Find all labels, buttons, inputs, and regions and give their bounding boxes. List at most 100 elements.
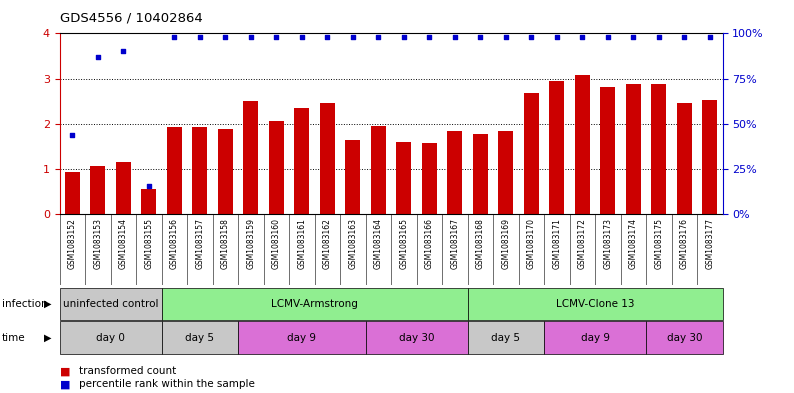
Text: GSM1083166: GSM1083166 bbox=[425, 218, 434, 269]
Bar bbox=[468, 321, 544, 354]
Bar bbox=[575, 75, 590, 214]
Point bbox=[270, 33, 283, 40]
Bar bbox=[600, 87, 615, 214]
Point bbox=[168, 33, 181, 40]
Bar bbox=[320, 103, 335, 214]
Point bbox=[525, 33, 538, 40]
Bar bbox=[626, 84, 641, 214]
Text: time: time bbox=[2, 332, 25, 343]
Point bbox=[91, 54, 104, 61]
Text: GSM1083162: GSM1083162 bbox=[323, 218, 332, 268]
Point bbox=[117, 48, 129, 55]
Bar bbox=[167, 127, 182, 214]
Text: day 9: day 9 bbox=[580, 332, 610, 343]
Point bbox=[245, 33, 257, 40]
Bar bbox=[544, 321, 646, 354]
Bar bbox=[468, 288, 723, 320]
Point bbox=[372, 33, 384, 40]
Text: ■: ■ bbox=[60, 366, 74, 376]
Point bbox=[449, 33, 461, 40]
Bar bbox=[447, 130, 462, 214]
Point bbox=[321, 33, 333, 40]
Text: GSM1083168: GSM1083168 bbox=[476, 218, 485, 268]
Text: GSM1083175: GSM1083175 bbox=[654, 218, 663, 269]
Point bbox=[550, 33, 563, 40]
Point bbox=[66, 132, 79, 138]
Point bbox=[398, 33, 410, 40]
Point bbox=[423, 33, 436, 40]
Bar bbox=[161, 288, 468, 320]
Bar bbox=[371, 126, 386, 214]
Text: GSM1083157: GSM1083157 bbox=[195, 218, 204, 269]
Bar bbox=[702, 100, 718, 214]
Point bbox=[142, 183, 155, 189]
Text: GSM1083170: GSM1083170 bbox=[526, 218, 536, 269]
Text: GSM1083160: GSM1083160 bbox=[272, 218, 281, 269]
Text: GSM1083153: GSM1083153 bbox=[94, 218, 102, 269]
Text: day 9: day 9 bbox=[287, 332, 316, 343]
Text: day 30: day 30 bbox=[399, 332, 434, 343]
Bar bbox=[524, 93, 539, 214]
Bar bbox=[472, 134, 488, 214]
Bar bbox=[238, 321, 365, 354]
Text: GSM1083169: GSM1083169 bbox=[501, 218, 511, 269]
Bar bbox=[268, 121, 284, 214]
Text: GSM1083165: GSM1083165 bbox=[399, 218, 408, 269]
Text: LCMV-Armstrong: LCMV-Armstrong bbox=[271, 299, 358, 309]
Point bbox=[499, 33, 512, 40]
Text: GSM1083163: GSM1083163 bbox=[349, 218, 357, 269]
Bar bbox=[161, 321, 238, 354]
Point bbox=[219, 33, 232, 40]
Text: GSM1083173: GSM1083173 bbox=[603, 218, 612, 269]
Bar bbox=[365, 321, 468, 354]
Text: GSM1083167: GSM1083167 bbox=[450, 218, 459, 269]
Bar bbox=[60, 321, 161, 354]
Text: day 30: day 30 bbox=[666, 332, 702, 343]
Bar bbox=[676, 103, 692, 214]
Text: GSM1083174: GSM1083174 bbox=[629, 218, 638, 269]
Text: LCMV-Clone 13: LCMV-Clone 13 bbox=[556, 299, 634, 309]
Bar bbox=[651, 84, 666, 214]
Bar bbox=[141, 189, 156, 214]
Point bbox=[194, 33, 206, 40]
Point bbox=[653, 33, 665, 40]
Bar bbox=[60, 288, 161, 320]
Bar bbox=[243, 101, 259, 214]
Text: GSM1083177: GSM1083177 bbox=[705, 218, 715, 269]
Bar bbox=[91, 166, 106, 214]
Point bbox=[346, 33, 359, 40]
Point bbox=[678, 33, 691, 40]
Text: ■: ■ bbox=[60, 379, 74, 389]
Bar bbox=[422, 143, 437, 214]
Text: GSM1083155: GSM1083155 bbox=[145, 218, 153, 269]
Text: uninfected control: uninfected control bbox=[63, 299, 158, 309]
Bar bbox=[396, 142, 411, 214]
Text: GSM1083152: GSM1083152 bbox=[67, 218, 77, 268]
Point bbox=[474, 33, 487, 40]
Text: day 5: day 5 bbox=[185, 332, 214, 343]
Text: percentile rank within the sample: percentile rank within the sample bbox=[79, 379, 256, 389]
Bar bbox=[192, 127, 207, 214]
Point bbox=[576, 33, 588, 40]
Point bbox=[601, 33, 614, 40]
Text: day 5: day 5 bbox=[491, 332, 520, 343]
Bar bbox=[218, 129, 233, 214]
Text: GSM1083176: GSM1083176 bbox=[680, 218, 688, 269]
Text: day 0: day 0 bbox=[96, 332, 125, 343]
Text: GDS4556 / 10402864: GDS4556 / 10402864 bbox=[60, 11, 202, 24]
Text: ▶: ▶ bbox=[44, 299, 52, 309]
Text: GSM1083156: GSM1083156 bbox=[170, 218, 179, 269]
Text: transformed count: transformed count bbox=[79, 366, 176, 376]
Text: GSM1083159: GSM1083159 bbox=[246, 218, 256, 269]
Text: GSM1083161: GSM1083161 bbox=[297, 218, 306, 268]
Bar bbox=[294, 108, 310, 214]
Text: GSM1083158: GSM1083158 bbox=[221, 218, 229, 268]
Point bbox=[295, 33, 308, 40]
Bar bbox=[345, 140, 360, 214]
Point bbox=[627, 33, 640, 40]
Bar bbox=[646, 321, 723, 354]
Text: GSM1083154: GSM1083154 bbox=[119, 218, 128, 269]
Text: GSM1083172: GSM1083172 bbox=[578, 218, 587, 268]
Point bbox=[703, 33, 716, 40]
Bar bbox=[64, 172, 80, 214]
